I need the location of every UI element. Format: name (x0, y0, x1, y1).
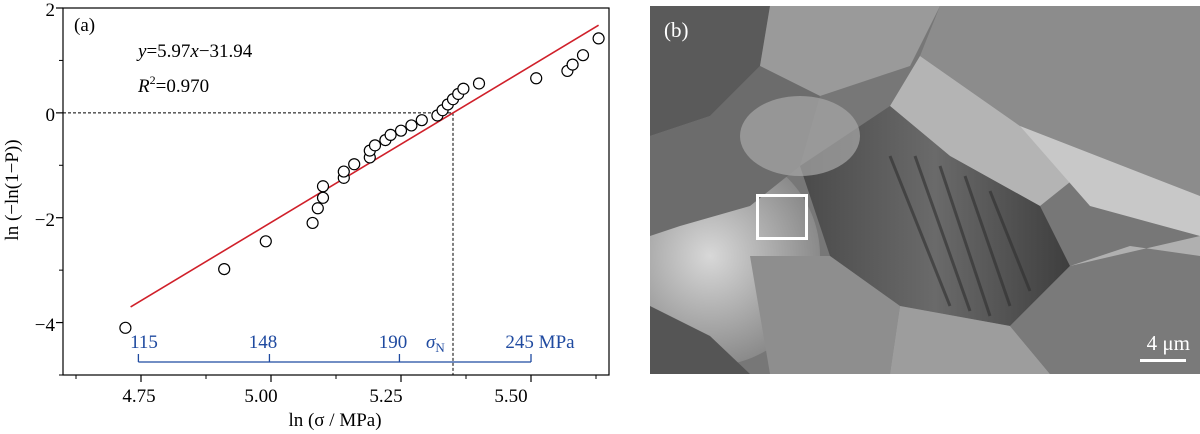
sem-image-panel: (b) 4 μm (650, 6, 1200, 374)
data-point (592, 32, 605, 45)
r-value: =0.970 (156, 76, 209, 97)
sigma-symbol: σ (426, 332, 436, 353)
data-point (405, 119, 418, 132)
data-point (472, 77, 486, 90)
x-tick-label: 5.25 (369, 386, 402, 407)
stress-label-245: 245 MPa (505, 332, 575, 353)
eq-y: y (136, 41, 147, 62)
panel-label-b: (b) (664, 18, 689, 42)
x-tick-label: 5.50 (494, 386, 527, 407)
r-squared: R2=0.970 (137, 73, 209, 97)
y-axis-label: ln (−ln(1−P)) (2, 139, 23, 240)
data-point (530, 72, 543, 85)
data-points (119, 32, 605, 334)
panel-label-a: (a) (74, 15, 95, 36)
scale-bar (1140, 359, 1186, 362)
data-point (218, 262, 231, 276)
data-point (384, 128, 397, 141)
data-point (311, 202, 324, 215)
data-point (348, 158, 361, 171)
data-point (337, 165, 350, 178)
stress-label-115: 115 (130, 332, 158, 353)
y-tick-label: −2 (35, 210, 55, 231)
data-point (306, 216, 319, 230)
eq-slope: =5.97 (146, 41, 190, 62)
sigma-subscript: N (435, 340, 445, 355)
secondary-stress-axis (137, 354, 532, 363)
data-point (316, 180, 330, 193)
stress-label-148: 148 (249, 332, 278, 353)
data-point (259, 235, 272, 248)
y-tick-label: 0 (46, 105, 56, 126)
x-axis-label: ln (σ / MPa) (288, 410, 381, 431)
fit-line (130, 24, 600, 308)
eq-x: x (189, 41, 199, 62)
region-of-interest-box (756, 194, 808, 240)
data-point (394, 124, 408, 137)
weibull-chart: 4.75 5.00 5.25 5.50 −4 −2 0 2 ln (σ / MP… (2, 0, 610, 431)
data-point (119, 321, 132, 334)
x-tick-label: 4.75 (122, 386, 155, 407)
data-point (368, 139, 382, 152)
r-symbol: R (137, 76, 150, 97)
data-point (566, 58, 579, 71)
y-tick-label: 2 (46, 0, 56, 21)
eq-intercept: −31.94 (199, 41, 253, 62)
data-point (576, 49, 590, 62)
fit-equation: y=5.97x−31.94 (136, 41, 253, 62)
plot-frame (62, 7, 610, 376)
axis-ticks (56, 7, 597, 382)
y-tick-label: −4 (35, 315, 56, 336)
data-point (457, 82, 470, 95)
data-point (415, 114, 428, 127)
sem-micrograph (650, 6, 1200, 374)
x-tick-label: 5.00 (244, 386, 277, 407)
scale-bar-label: 4 μm (1146, 331, 1190, 355)
sigma-n-label: σN (426, 332, 445, 355)
data-point (316, 191, 330, 204)
r-superscript: 2 (150, 73, 156, 87)
stress-label-190: 190 (379, 332, 408, 353)
